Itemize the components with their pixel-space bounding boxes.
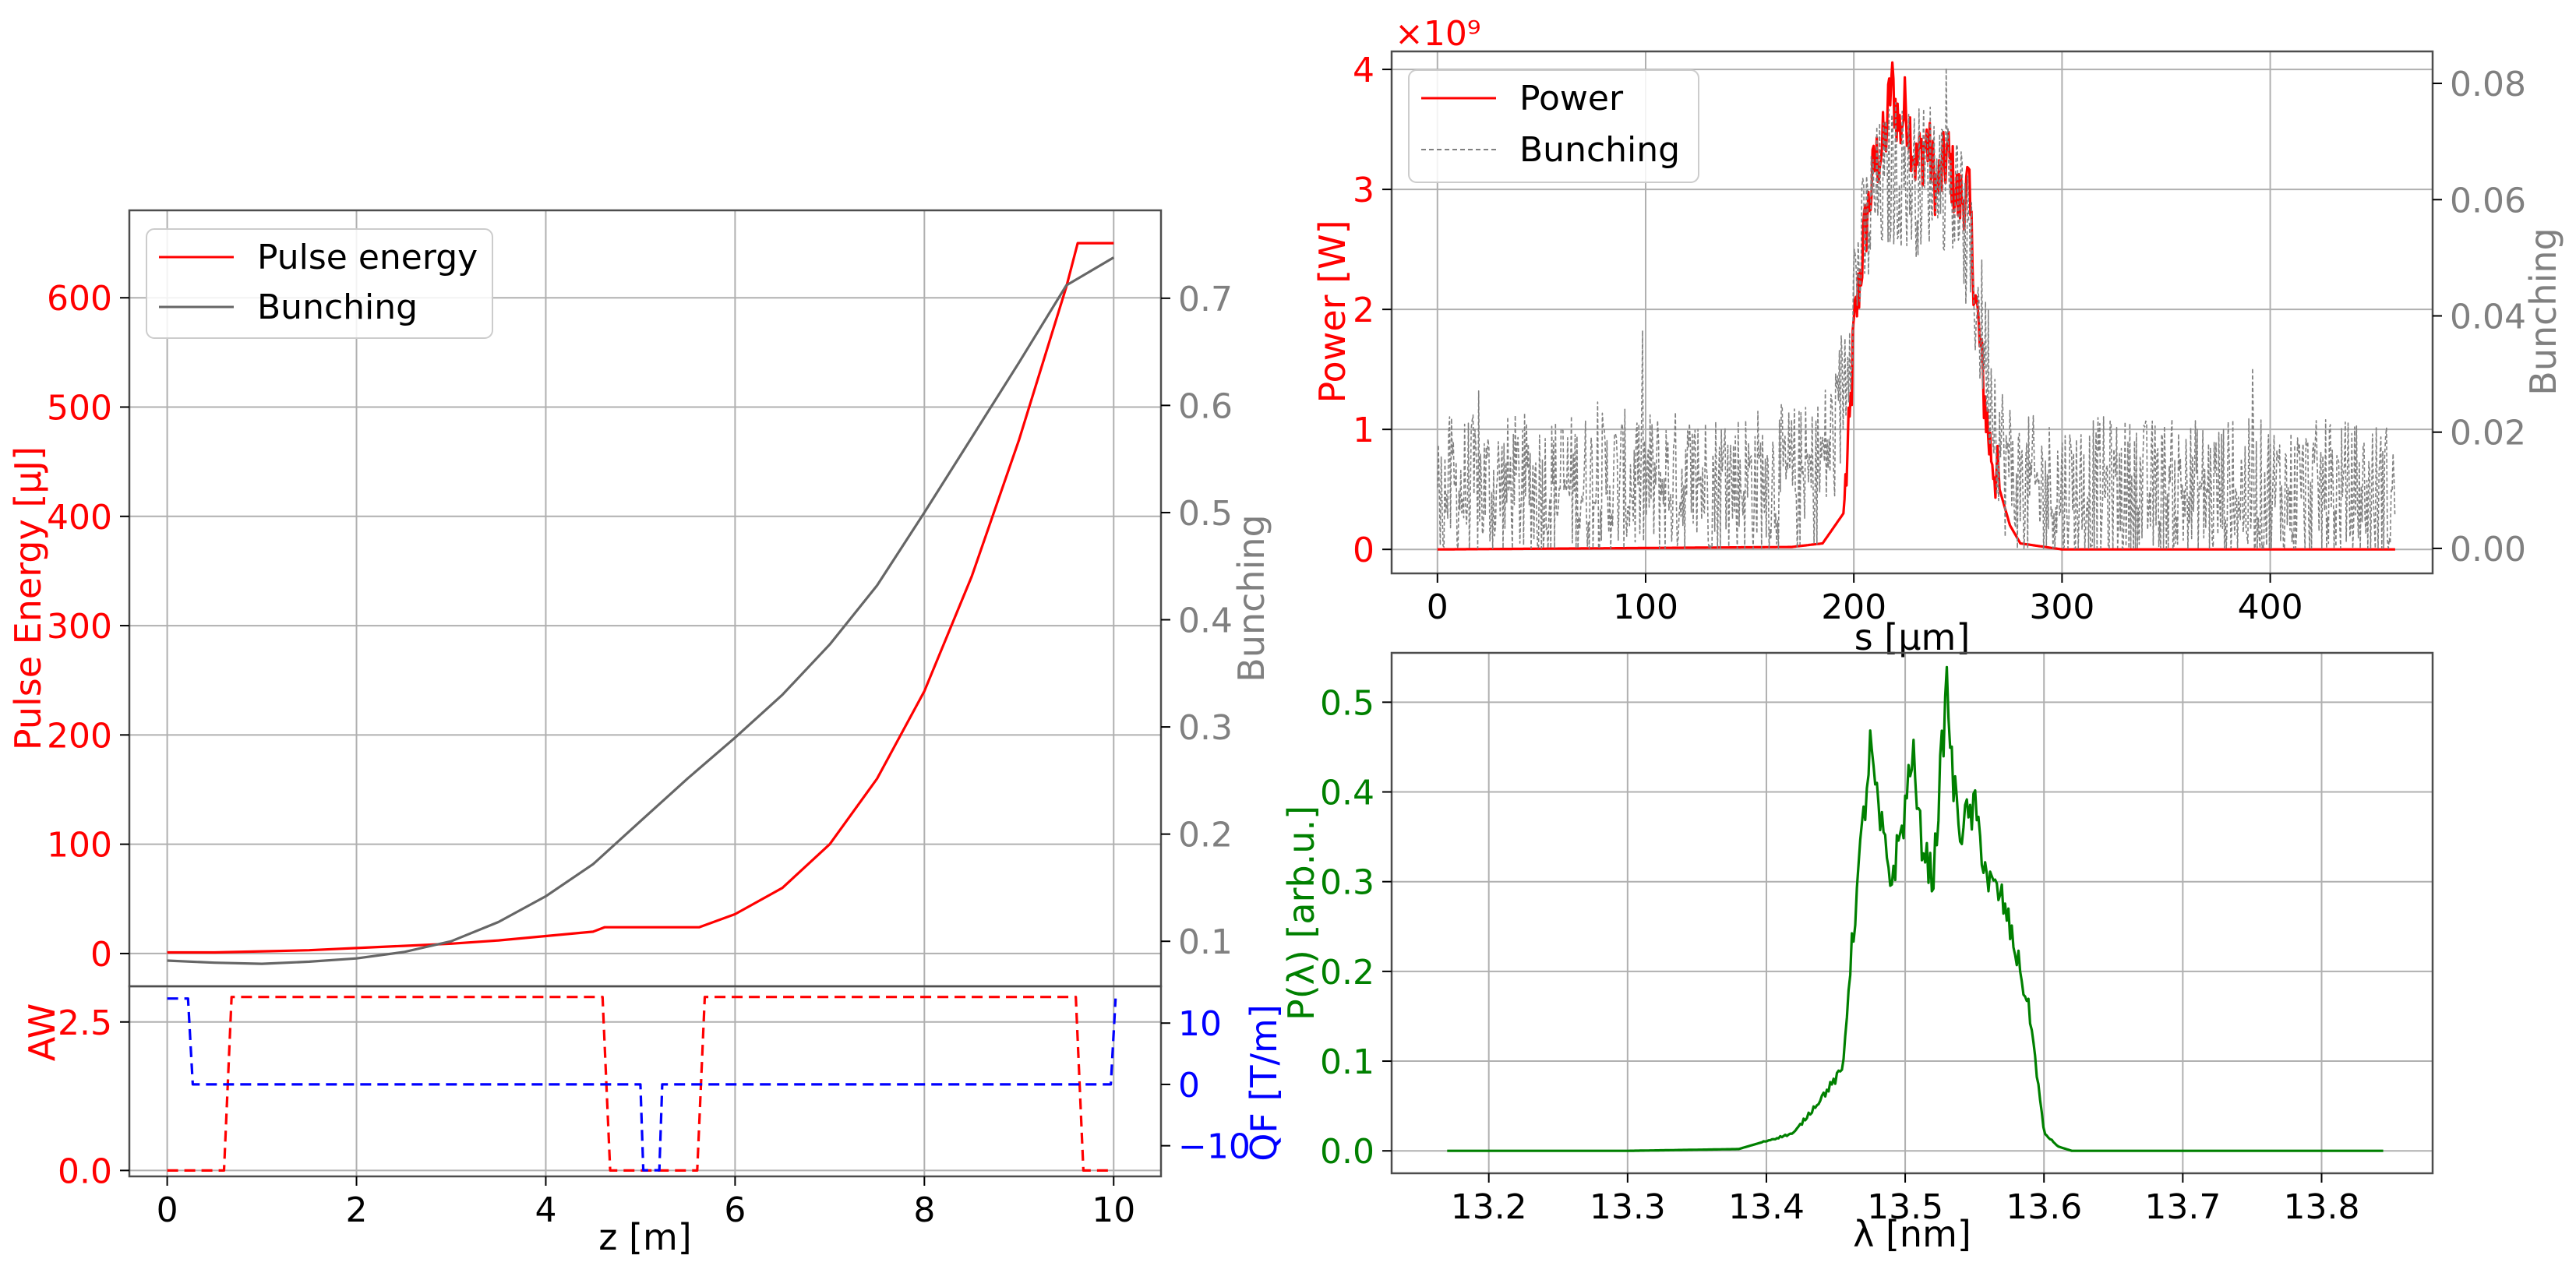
spectrum-ylabel: P(λ) [arb.u.] <box>1280 806 1322 1021</box>
power-series-bunching <box>1437 67 2396 549</box>
power-xtick-label: 100 <box>1613 587 1678 627</box>
spectrum-ytick-label: 0.2 <box>1320 953 1374 993</box>
power-series <box>1437 61 2396 551</box>
lattice-xtick-label: 0 <box>157 1190 178 1230</box>
lattice-xlabel: z [m] <box>598 1216 691 1258</box>
energy-series <box>167 242 1115 965</box>
lattice-y2tick-label: 0 <box>1178 1066 1200 1106</box>
power-legend-label-power: Power <box>1519 79 1624 118</box>
lattice-xtick-label: 4 <box>535 1190 556 1230</box>
power-legend-label-bunching: Bunching <box>1519 130 1680 170</box>
power-y2tick-label: 0.06 <box>2450 181 2526 220</box>
energy-y2tick-label: 0.6 <box>1178 386 1233 426</box>
power-series-power <box>1437 61 2396 551</box>
energy-ytick-label: 500 <box>47 389 112 428</box>
power-ytick-label: 0 <box>1353 531 1374 570</box>
lattice-series-qf <box>167 997 1117 1172</box>
energy-y2tick-label: 0.2 <box>1178 816 1233 855</box>
energy-y2tick-label: 0.1 <box>1178 922 1233 962</box>
lattice-ytick-label: 2.5 <box>58 1003 112 1043</box>
spectrum-xtick-label: 13.4 <box>1728 1187 1805 1227</box>
power-ytick-label: 2 <box>1353 291 1374 330</box>
power-y2tick-label: 0.08 <box>2450 65 2526 104</box>
lattice-y2label: QF [T/m] <box>1243 1004 1285 1162</box>
spectrum-xtick-label: 13.7 <box>2144 1187 2221 1227</box>
lattice-panel: 0 2 4 6 8 10 0.0 2.5 −10 0 10 AW QF [T/m] z [m] <box>21 985 1285 1258</box>
lattice-y2tick-label: 10 <box>1178 1004 1222 1044</box>
energy-y2tick-label: 0.3 <box>1178 708 1233 748</box>
energy-series-bunching <box>167 256 1115 965</box>
energy-ytick-label: 200 <box>47 716 112 756</box>
energy-series-pulse-energy <box>167 242 1114 954</box>
spectrum-ticks: 13.2 13.3 13.4 13.5 13.6 13.7 13.8 0.0 0.1 0.2 0.3… <box>1320 683 2359 1227</box>
power-y2label: Bunching <box>2522 227 2564 395</box>
lattice-xtick-label: 6 <box>724 1190 746 1230</box>
energy-gridlines <box>129 210 1161 986</box>
energy-ytick-label: 300 <box>47 607 112 647</box>
lattice-ylabel: AW <box>21 1003 63 1061</box>
spectrum-xtick-label: 13.8 <box>2284 1187 2360 1227</box>
energy-legend-label-pulse: Pulse energy <box>257 238 478 277</box>
energy-ytick-label: 600 <box>47 279 112 319</box>
energy-ytick-label: 0 <box>90 935 112 975</box>
spectrum-series-p <box>1447 665 2384 1152</box>
power-legend: Power Bunching <box>1408 69 1699 183</box>
energy-ytick-label: 400 <box>47 498 112 538</box>
lattice-ytick-label: 0.0 <box>58 1151 112 1191</box>
energy-legend-label-bunching: Bunching <box>257 287 418 327</box>
power-axes-frame <box>1390 50 2434 575</box>
lattice-series <box>167 996 1117 1172</box>
power-y2tick-label: 0.02 <box>2450 414 2526 453</box>
spectrum-ytick-label: 0.4 <box>1320 774 1374 813</box>
power-ytick-label: 1 <box>1353 411 1374 450</box>
power-y2tick-label: 0.00 <box>2450 530 2526 570</box>
power-y2tick-label: 0.04 <box>2450 297 2526 337</box>
power-xtick-label: 0 <box>1427 587 1449 627</box>
energy-y2tick-label: 0.4 <box>1178 601 1233 641</box>
spectrum-ytick-label: 0.0 <box>1320 1132 1374 1172</box>
power-offset-text: ×10⁹ <box>1395 14 1481 54</box>
lattice-ticks: 0 2 4 6 8 10 0.0 2.5 −10 0 10 <box>58 1003 1251 1230</box>
power-xtick-label: 400 <box>2238 587 2303 627</box>
power-ticks: 0 100 200 300 400 0 1 2 3 4 0.00 0.02 0.04 0.06 0.08 <box>1353 51 2526 627</box>
power-xtick-label: 300 <box>2029 587 2094 627</box>
spectrum-xtick-label: 13.3 <box>1590 1187 1666 1227</box>
spectrum-axes-frame <box>1390 651 2434 1175</box>
energy-y2tick-label: 0.7 <box>1178 280 1233 319</box>
spectrum-xtick-label: 13.2 <box>1451 1187 1527 1227</box>
lattice-xtick-label: 8 <box>913 1190 935 1230</box>
energy-ylabel: Pulse Energy [μJ] <box>7 446 49 750</box>
lattice-xtick-label: 10 <box>1092 1190 1135 1230</box>
power-ylabel: Power [W] <box>1311 220 1353 403</box>
spectrum-series <box>1447 665 2384 1152</box>
lattice-axes-frame <box>128 985 1163 1178</box>
spectrum-xlabel: λ [nm] <box>1853 1213 1971 1255</box>
spectrum-ytick-label: 0.3 <box>1320 863 1374 903</box>
power-xlabel: s [μm] <box>1854 616 1971 658</box>
spectrum-xtick-label: 13.5 <box>1867 1187 1943 1227</box>
energy-y2label: Bunching <box>1230 514 1272 682</box>
power-ytick-label: 4 <box>1353 51 1374 90</box>
power-xtick-label: 200 <box>1821 587 1886 627</box>
lattice-y2tick-label: −10 <box>1178 1127 1251 1167</box>
energy-legend: Pulse energy Bunching <box>146 228 493 339</box>
spectrum-xtick-label: 13.6 <box>2006 1187 2082 1227</box>
spectrum-ytick-label: 0.5 <box>1320 683 1374 723</box>
energy-panel: 0 100 200 300 400 500 600 0.1 0.2 0.3 0.4 0.5 0.6 0.7… <box>7 209 1272 988</box>
power-ytick-label: 3 <box>1353 171 1374 210</box>
energy-ticks: 0 100 200 300 400 500 600 0.1 0.2 0.3 0.4 0.5 0.6 0.7 <box>47 279 1233 975</box>
energy-ytick-label: 100 <box>47 826 112 866</box>
power-panel: 0 100 200 300 400 0 1 2 3 4 0.00 0.02 0.04 0.06 0.08 ×… <box>1311 14 2564 658</box>
spectrum-ytick-label: 0.1 <box>1320 1042 1374 1082</box>
lattice-xtick-label: 2 <box>346 1190 368 1230</box>
energy-y2tick-label: 0.5 <box>1178 494 1233 534</box>
spectrum-panel: 13.2 13.3 13.4 13.5 13.6 13.7 13.8 0.0 0.1 0.2 0.3… <box>1280 651 2434 1255</box>
